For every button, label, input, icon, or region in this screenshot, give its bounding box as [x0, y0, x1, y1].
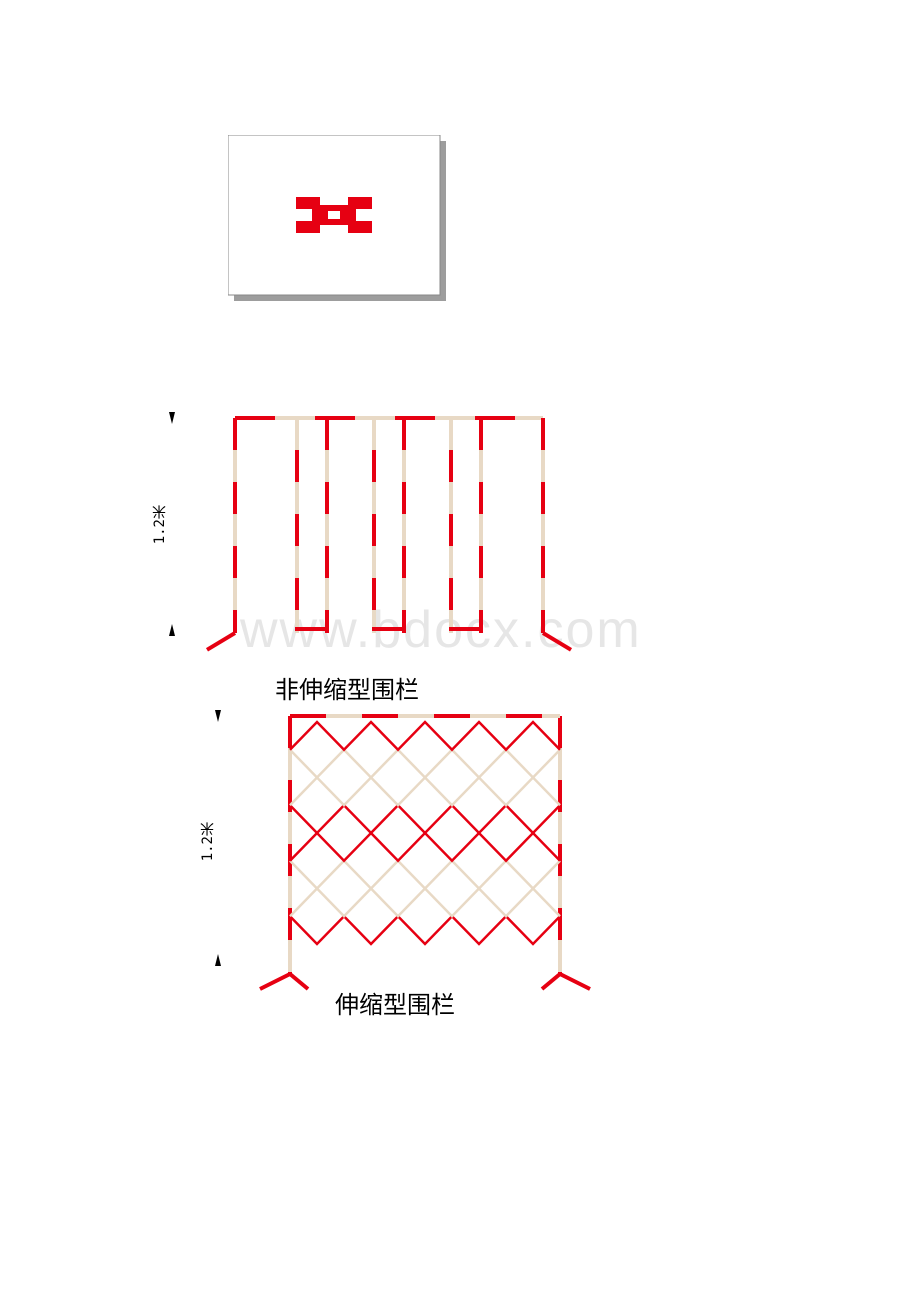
- fence2-dimension-label: 1.2米: [198, 822, 218, 861]
- fence2-caption: 伸缩型围栏: [335, 985, 455, 1020]
- expandable-fence-diagram: [190, 706, 600, 1006]
- broken-image-icon: [228, 135, 448, 305]
- page: www.bdocx.com 1.2米 非伸缩型围栏 1.2米 伸缩型围栏: [0, 0, 920, 1302]
- fence1-caption: 非伸缩型围栏: [275, 670, 419, 705]
- fence1-dimension-label: 1.2米: [150, 505, 170, 544]
- fixed-fence-diagram: [130, 408, 580, 668]
